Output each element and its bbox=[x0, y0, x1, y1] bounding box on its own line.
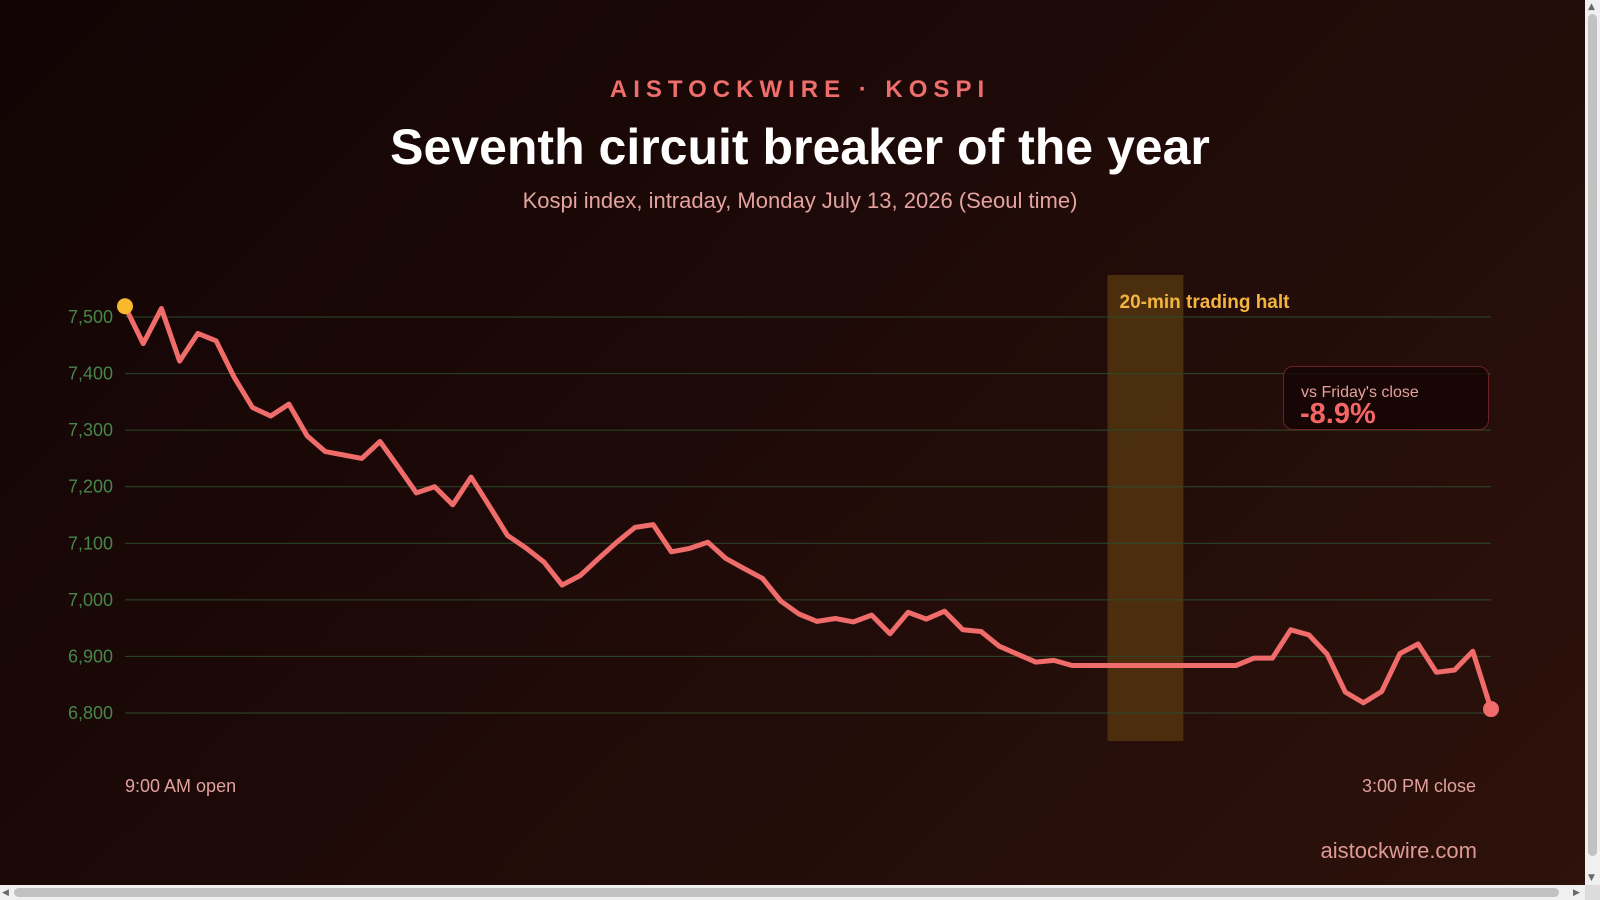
y-tick-label: 7,200 bbox=[68, 477, 113, 497]
callout-label: vs Friday's close bbox=[1301, 384, 1419, 401]
scroll-right-arrow-icon[interactable]: ▶ bbox=[1573, 888, 1580, 898]
horizontal-scrollbar-thumb[interactable] bbox=[14, 888, 1559, 897]
scroll-up-arrow-icon[interactable]: ▲ bbox=[1588, 2, 1595, 12]
y-tick-label: 7,000 bbox=[68, 590, 113, 610]
page-subtitle: Kospi index, intraday, Monday July 13, 2… bbox=[522, 188, 1078, 213]
scroll-left-arrow-icon[interactable]: ◀ bbox=[2, 888, 9, 898]
y-tick-label: 7,500 bbox=[68, 307, 113, 327]
series-line-kospi bbox=[122, 303, 1494, 712]
open-marker bbox=[117, 298, 133, 315]
chart-page: AISTOCKWIRE · KOSPI Seventh circuit brea… bbox=[68, 76, 1499, 863]
y-tick-label: 6,800 bbox=[68, 703, 113, 723]
y-tick-label: 7,400 bbox=[68, 364, 113, 384]
grid-layer bbox=[125, 316, 1491, 714]
y-tick-layer: 7,500 7,400 7,300 7,200 7,100 7,000 6,900 6,800 bbox=[68, 307, 113, 723]
callout-value: -8.9% bbox=[1300, 398, 1376, 430]
horizontal-scrollbar[interactable]: ◀ ▶ bbox=[0, 885, 1585, 900]
halt-band-layer bbox=[1107, 275, 1184, 741]
kicker-label: AISTOCKWIRE · KOSPI bbox=[609, 76, 991, 103]
page-title: Seventh circuit breaker of the year bbox=[390, 119, 1210, 175]
annotation-layer: 20-min trading halt bbox=[1120, 292, 1291, 313]
y-tick-label: 6,900 bbox=[68, 646, 113, 666]
source-credit: aistockwire.com bbox=[1320, 838, 1477, 863]
vertical-scrollbar[interactable]: ▲ ▼ bbox=[1585, 0, 1600, 885]
change-callout: vs Friday's close -8.9% bbox=[1283, 366, 1489, 430]
x-axis-end-label: 3:00 PM close bbox=[1361, 776, 1476, 796]
y-tick-label: 7,300 bbox=[68, 420, 113, 440]
vertical-scrollbar-thumb[interactable] bbox=[1588, 14, 1597, 856]
series-layer bbox=[117, 298, 1499, 718]
kospi-line-chart: 7,500 7,400 7,300 7,200 7,100 7,000 6,900 6,800… bbox=[68, 275, 1499, 741]
y-tick-label: 7,100 bbox=[68, 533, 113, 553]
close-marker bbox=[1483, 701, 1499, 718]
trading-halt-label: 20-min trading halt bbox=[1120, 292, 1291, 313]
x-axis-start-label: 9:00 AM open bbox=[125, 776, 237, 796]
scroll-down-arrow-icon[interactable]: ▼ bbox=[1588, 873, 1595, 883]
scrollbar-corner bbox=[1585, 885, 1600, 900]
trading-halt-band bbox=[1107, 275, 1184, 741]
